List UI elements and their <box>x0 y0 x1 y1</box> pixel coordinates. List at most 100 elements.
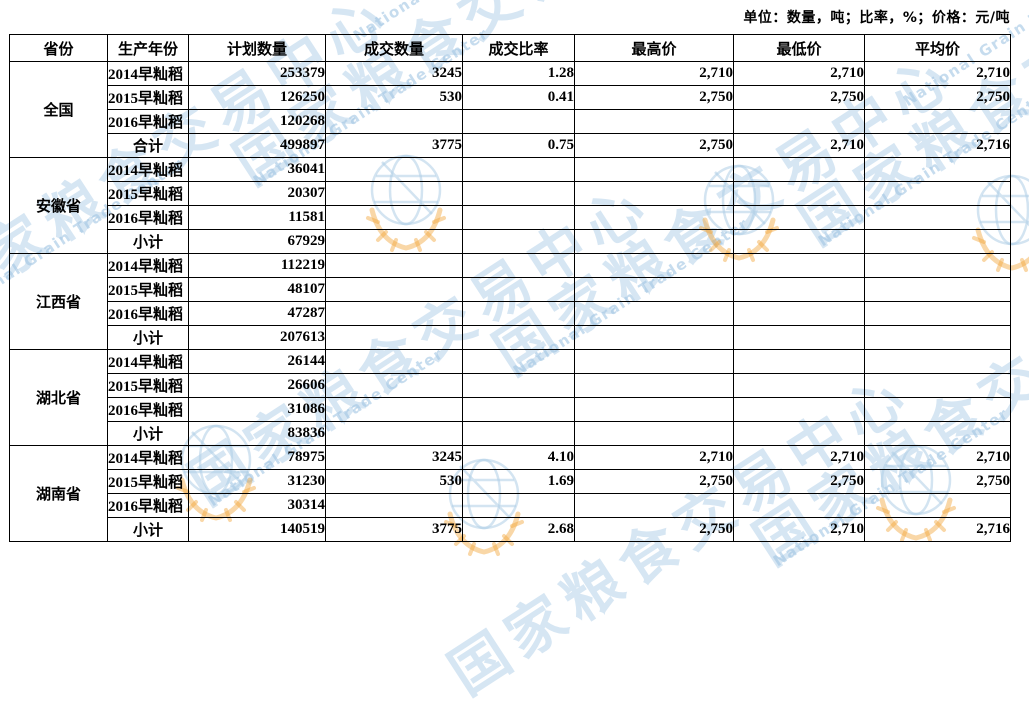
table-row: 2015早籼稻 31230 530 1.69 2,750 2,750 2,750 <box>10 469 1011 494</box>
table-row: 安徽省 2014早籼稻 36041 <box>9 157 1011 254</box>
low-price-cell: 2,750 <box>733 85 865 110</box>
low-price-cell <box>733 157 865 182</box>
deal-qty-cell: 3775 <box>325 133 463 158</box>
avg-price-cell <box>864 253 1011 278</box>
deal-qty-cell <box>325 373 463 398</box>
province-cell: 江西省 <box>9 253 108 350</box>
high-price-cell: 2,750 <box>574 517 734 542</box>
planned-qty-cell: 126250 <box>188 85 326 110</box>
table-row: 2016早籼稻 31086 <box>10 397 1011 422</box>
unit-note: 单位：数量，吨；比率，%；价格：元/吨 <box>743 10 1010 26</box>
avg-price-cell: 2,716 <box>864 517 1011 542</box>
planned-qty-cell: 207613 <box>188 325 326 350</box>
low-price-cell <box>733 181 865 206</box>
deal-ratio-cell <box>462 205 575 230</box>
planned-qty-cell: 253379 <box>188 61 326 86</box>
column-header-planned-qty: 计划数量 <box>188 34 326 62</box>
avg-price-cell <box>864 349 1011 374</box>
high-price-cell <box>574 205 734 230</box>
high-price-cell <box>574 253 734 278</box>
results-table: 省份 生产年份 计划数量 成交数量 成交比率 最高价 最低价 平均价 全国 2014早籼稻 253… <box>9 34 1011 542</box>
deal-ratio-cell <box>462 301 575 326</box>
deal-qty-cell <box>325 205 463 230</box>
column-header-deal-ratio: 成交比率 <box>462 34 575 62</box>
low-price-cell <box>733 493 865 518</box>
province-cell: 全国 <box>9 61 108 158</box>
year-cell: 2016早籼稻 <box>107 109 189 134</box>
deal-qty-cell <box>325 493 463 518</box>
deal-qty-cell <box>325 277 463 302</box>
planned-qty-cell: 26144 <box>188 349 326 374</box>
low-price-cell <box>733 109 865 134</box>
deal-ratio-cell <box>462 157 575 182</box>
table-row: 2016早籼稻 47287 <box>10 301 1011 326</box>
province-cell: 安徽省 <box>9 157 108 254</box>
low-price-cell: 2,710 <box>733 133 865 158</box>
deal-ratio-cell <box>462 109 575 134</box>
subtotal-label-cell: 小计 <box>107 229 189 254</box>
low-price-cell <box>733 253 865 278</box>
year-cell: 2015早籼稻 <box>107 373 189 398</box>
avg-price-cell: 2,710 <box>864 445 1011 470</box>
avg-price-cell: 2,750 <box>864 469 1011 494</box>
table-row: 湖北省 2014早籼稻 26144 <box>9 349 1011 446</box>
year-cell: 2014早籼稻 <box>107 445 189 470</box>
table-row: 湖南省 2014早籼稻 78975 3245 4.10 2,710 2,710 2,710 <box>9 445 1011 542</box>
deal-ratio-cell <box>462 229 575 254</box>
year-cell: 2015早籼稻 <box>107 469 189 494</box>
low-price-cell <box>733 421 865 446</box>
high-price-cell: 2,710 <box>574 445 734 470</box>
avg-price-cell <box>864 397 1011 422</box>
planned-qty-cell: 11581 <box>188 205 326 230</box>
year-cell: 2015早籼稻 <box>107 85 189 110</box>
column-header-year: 生产年份 <box>107 34 189 62</box>
table-row: 合计 499897 3775 0.75 2,750 2,710 2,716 <box>10 133 1011 158</box>
table-row: 2016早籼稻 120268 <box>10 109 1011 134</box>
planned-qty-cell: 31230 <box>188 469 326 494</box>
high-price-cell <box>574 373 734 398</box>
planned-qty-cell: 112219 <box>188 253 326 278</box>
high-price-cell <box>574 277 734 302</box>
deal-ratio-cell <box>462 277 575 302</box>
deal-qty-cell <box>325 397 463 422</box>
year-cell: 2014早籼稻 <box>107 253 189 278</box>
deal-qty-cell <box>325 349 463 374</box>
deal-ratio-cell <box>462 349 575 374</box>
high-price-cell <box>574 493 734 518</box>
avg-price-cell <box>864 109 1011 134</box>
high-price-cell: 2,750 <box>574 133 734 158</box>
deal-qty-cell <box>325 253 463 278</box>
subtotal-label-cell: 合计 <box>107 133 189 158</box>
table-row: 小计 83836 <box>10 421 1011 446</box>
high-price-cell <box>574 397 734 422</box>
year-cell: 2014早籼稻 <box>107 61 189 86</box>
table-row: 小计 140519 3775 2.68 2,750 2,710 2,716 <box>10 517 1011 542</box>
high-price-cell <box>574 421 734 446</box>
deal-ratio-cell <box>462 373 575 398</box>
planned-qty-cell: 83836 <box>188 421 326 446</box>
deal-ratio-cell: 2.68 <box>462 517 575 542</box>
high-price-cell: 2,750 <box>574 85 734 110</box>
deal-ratio-cell: 1.69 <box>462 469 575 494</box>
subtotal-label-cell: 小计 <box>107 517 189 542</box>
high-price-cell <box>574 109 734 134</box>
deal-qty-cell <box>325 181 463 206</box>
deal-qty-cell: 530 <box>325 85 463 110</box>
low-price-cell: 2,750 <box>733 469 865 494</box>
deal-qty-cell: 530 <box>325 469 463 494</box>
deal-qty-cell <box>325 157 463 182</box>
planned-qty-cell: 31086 <box>188 397 326 422</box>
deal-qty-cell: 3245 <box>325 445 463 470</box>
avg-price-cell <box>864 493 1011 518</box>
column-header-deal-qty: 成交数量 <box>325 34 463 62</box>
low-price-cell <box>733 349 865 374</box>
deal-qty-cell <box>325 109 463 134</box>
table-row: 2016早籼稻 30314 <box>10 493 1011 518</box>
deal-qty-cell <box>325 301 463 326</box>
deal-ratio-cell <box>462 397 575 422</box>
low-price-cell <box>733 229 865 254</box>
table-row: 2016早籼稻 11581 <box>10 205 1011 230</box>
province-cell: 湖北省 <box>9 349 108 446</box>
avg-price-cell <box>864 181 1011 206</box>
high-price-cell <box>574 301 734 326</box>
